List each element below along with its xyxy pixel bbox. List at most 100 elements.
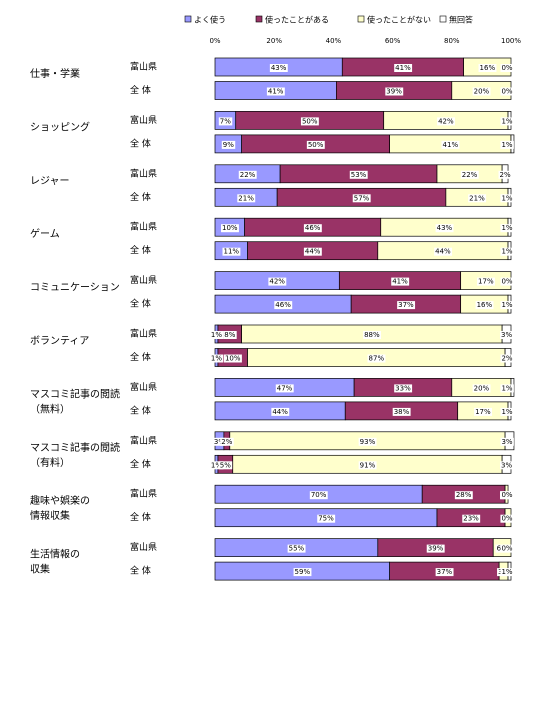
row-label: 富山県: [130, 488, 157, 500]
data-label-bg: [221, 140, 236, 149]
data-label: 70%: [311, 491, 327, 499]
data-label-bg: [212, 437, 227, 446]
data-label: 20%: [474, 384, 490, 392]
data-label-bg: [500, 194, 514, 203]
data-label-bg: [500, 331, 514, 339]
data-label: 0%: [501, 278, 512, 286]
data-label: 1%: [211, 331, 222, 339]
data-label: 1%: [501, 568, 512, 576]
data-label-bg: [303, 224, 322, 233]
data-label: 0%: [501, 88, 512, 96]
data-label: 37%: [437, 568, 453, 576]
data-label: 43%: [437, 224, 453, 232]
data-label-bg: [500, 117, 514, 126]
row-label: 富山県: [130, 434, 157, 446]
data-label-bg: [303, 247, 322, 256]
data-label: 2%: [501, 355, 512, 363]
group-label: マスコミ記事の閲読: [30, 387, 120, 400]
data-label-bg: [500, 87, 514, 96]
data-label: 1%: [501, 224, 512, 232]
data-label: 23%: [463, 515, 479, 523]
data-label: 47%: [277, 384, 293, 392]
data-label: 87%: [369, 355, 385, 363]
data-label-bg: [500, 407, 514, 416]
data-label: 50%: [308, 141, 324, 149]
group-label: 収集: [30, 563, 50, 576]
data-label: 43%: [271, 64, 287, 72]
data-label-bg: [478, 64, 497, 72]
data-label: 1%: [501, 384, 512, 392]
data-label-bg: [358, 437, 377, 446]
row-label: 富山県: [130, 61, 157, 73]
data-label-bg: [222, 247, 241, 256]
row-label: 富山県: [130, 114, 157, 126]
data-label: 21%: [238, 194, 254, 202]
data-label: 46%: [275, 301, 291, 309]
data-label-bg: [472, 87, 491, 96]
data-label-bg: [309, 491, 328, 500]
data-label: 0%: [501, 545, 512, 553]
row-label: 全 体: [130, 511, 151, 523]
data-label: 44%: [272, 408, 288, 416]
data-label: 10%: [222, 224, 238, 232]
data-label-bg: [437, 117, 456, 126]
data-label-bg: [500, 491, 514, 500]
data-label: 16%: [480, 64, 496, 72]
data-label-bg: [468, 194, 487, 203]
data-label-bg: [500, 568, 514, 577]
x-tick-label: 0%: [209, 37, 220, 45]
data-label: 0%: [501, 64, 512, 72]
legend-swatch: [439, 15, 447, 23]
group-label: ボランティア: [30, 335, 89, 347]
group-label: 仕事・学業: [30, 67, 80, 80]
x-tick-label: 80%: [444, 37, 460, 45]
data-label-bg: [223, 331, 237, 339]
row-label: 全 体: [130, 565, 151, 577]
data-label-bg: [287, 544, 306, 553]
x-tick-label: 40%: [326, 37, 342, 45]
data-label: 3%: [501, 331, 512, 339]
group-label: レジャー: [30, 176, 70, 187]
data-label: 10%: [225, 355, 241, 363]
data-label: 1%: [501, 408, 512, 416]
data-label-bg: [358, 461, 377, 470]
data-label: 39%: [386, 88, 402, 96]
group-label: 生活情報の: [30, 548, 80, 561]
data-label: 41%: [395, 64, 411, 72]
data-label-bg: [275, 384, 294, 393]
data-label-bg: [434, 247, 453, 256]
data-label-bg: [500, 64, 514, 72]
group-label: （無料）: [30, 402, 70, 415]
data-label-bg: [500, 140, 514, 149]
data-label: 22%: [462, 171, 478, 179]
legend-label: 使ったことがある: [265, 15, 329, 25]
data-label-bg: [426, 544, 445, 553]
data-label-bg: [269, 64, 288, 72]
data-label-bg: [268, 277, 287, 286]
row-label: 富山県: [130, 541, 157, 553]
data-label: 9%: [223, 141, 234, 149]
data-label-bg: [271, 407, 290, 416]
data-label-bg: [266, 87, 285, 96]
data-label-bg: [363, 331, 382, 339]
data-label-bg: [477, 277, 495, 286]
data-label: 7%: [220, 117, 231, 125]
data-label: 88%: [364, 331, 380, 339]
row-label: 全 体: [130, 351, 151, 363]
data-label-bg: [500, 301, 514, 310]
data-label: 1%: [211, 461, 222, 469]
data-label: 1%: [501, 117, 512, 125]
data-label: 1%: [501, 248, 512, 256]
data-label: 1%: [501, 141, 512, 149]
data-label: 28%: [456, 491, 472, 499]
data-label-bg: [293, 568, 312, 577]
data-label: 3%: [214, 438, 225, 446]
data-label-bg: [394, 64, 413, 72]
data-label: 3%: [501, 438, 512, 446]
data-label-bg: [349, 170, 368, 179]
data-label-bg: [221, 224, 239, 233]
data-label: 1%: [501, 301, 512, 309]
group-label: ショッピング: [30, 120, 90, 133]
row-label: 全 体: [130, 191, 151, 203]
legend-swatch: [357, 15, 365, 23]
